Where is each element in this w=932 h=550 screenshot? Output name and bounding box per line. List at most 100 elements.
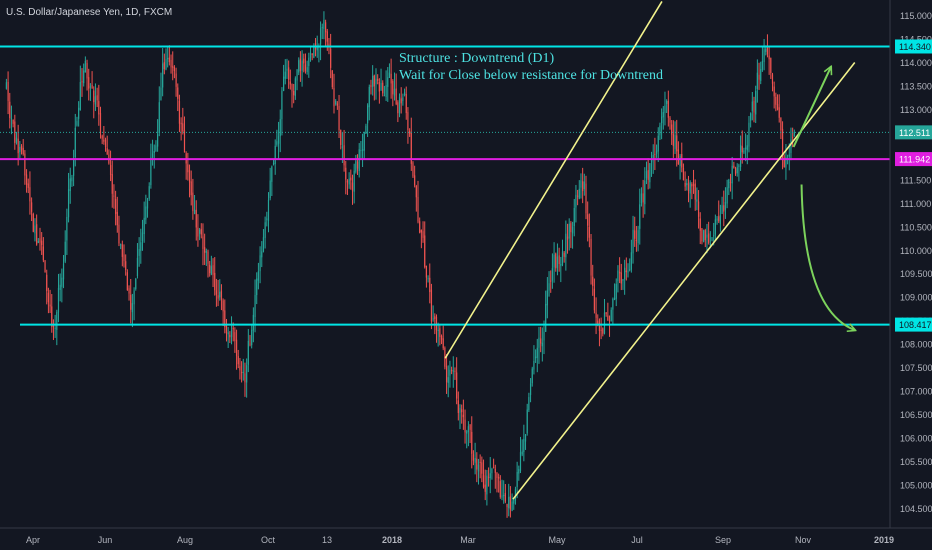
candle-body <box>205 251 207 253</box>
price-label-box <box>895 125 932 140</box>
candle-body <box>696 199 698 202</box>
candle-body <box>242 371 244 373</box>
candle-body <box>508 496 510 509</box>
candle-body <box>415 186 417 198</box>
candle-body <box>671 124 673 135</box>
candle-body <box>29 187 31 202</box>
candle-body <box>109 165 112 176</box>
candle-body <box>524 434 527 442</box>
price-tick-label: 105.000 <box>900 481 932 491</box>
candle-body <box>605 312 607 314</box>
candle-body <box>654 153 656 156</box>
candle-body <box>684 182 686 187</box>
candle-body <box>662 112 664 118</box>
candle-body <box>790 139 792 153</box>
candle-body <box>193 209 196 214</box>
candle-body <box>73 159 75 176</box>
candle-body <box>476 458 478 470</box>
candle-body <box>54 327 56 329</box>
candle-body <box>454 370 456 372</box>
candle-body <box>303 58 305 64</box>
candle-body <box>276 141 278 145</box>
candle-body <box>741 146 743 153</box>
candle-body <box>513 499 515 504</box>
candle-body <box>10 118 13 120</box>
candle-body <box>738 165 740 167</box>
candle-body <box>113 195 115 197</box>
candle-body <box>496 472 498 478</box>
candle-body <box>734 168 737 174</box>
candle-body <box>661 116 663 124</box>
candle-body <box>713 235 715 237</box>
price-tick-label: 115.000 <box>900 11 932 21</box>
candle-body <box>214 272 216 291</box>
price-tick-label: 107.500 <box>900 363 932 373</box>
candle-body <box>739 145 742 167</box>
candle-body <box>649 163 651 183</box>
candle-body <box>691 184 693 187</box>
candle-body <box>326 31 328 42</box>
candle-body <box>597 320 599 325</box>
candle-body <box>289 81 291 85</box>
candle-body <box>17 138 19 154</box>
candle-body <box>160 87 162 100</box>
candle-body <box>133 290 135 305</box>
candle-body <box>697 201 700 217</box>
candle-body <box>553 254 555 268</box>
price-tick-label: 113.500 <box>900 81 932 91</box>
candle-body <box>225 324 228 334</box>
candle-body <box>204 247 206 253</box>
candle-body <box>350 177 352 181</box>
candle-body <box>254 294 256 318</box>
candle-body <box>650 159 653 163</box>
candle-body <box>125 261 127 270</box>
candle-body <box>503 495 505 497</box>
candle-body <box>509 496 512 510</box>
candle-body <box>763 49 765 62</box>
candle-body <box>570 223 572 233</box>
candle-body <box>538 337 540 348</box>
candle-body <box>445 366 448 383</box>
candle-body <box>578 188 580 199</box>
candle-body <box>676 135 678 152</box>
candle-body <box>52 324 55 328</box>
candle-body <box>14 121 16 143</box>
candle-body <box>328 43 330 48</box>
candle-body <box>123 254 125 261</box>
candle-body <box>479 461 481 463</box>
candle-body <box>178 101 181 124</box>
candle-body <box>577 195 579 197</box>
candle-body <box>635 239 638 241</box>
candle-body <box>306 67 308 72</box>
candle-body <box>750 113 752 121</box>
candle-body <box>111 174 113 194</box>
candle-body <box>761 60 764 70</box>
time-tick-label: 13 <box>322 535 332 545</box>
down-arrow <box>800 184 855 331</box>
candle-body <box>375 78 377 85</box>
candle-body <box>336 103 338 106</box>
candle-body <box>440 335 443 340</box>
candle-body <box>39 238 41 243</box>
candle-body <box>617 270 619 282</box>
candle-body <box>153 151 155 154</box>
candle-body <box>259 255 261 272</box>
candle-body <box>526 409 528 434</box>
candle-body <box>331 70 333 88</box>
candle-body <box>472 454 475 461</box>
candle-body <box>83 70 85 84</box>
candle-body <box>677 149 680 165</box>
candle-body <box>5 82 8 89</box>
candle-body <box>728 179 730 189</box>
candle-body <box>308 57 310 66</box>
candle-body <box>442 338 444 349</box>
candle-body <box>607 315 609 321</box>
candle-body <box>56 311 58 330</box>
candle-body <box>172 66 174 68</box>
candle-body <box>491 468 493 474</box>
candle-body <box>452 370 454 372</box>
candle-body <box>158 102 160 134</box>
candle-body <box>345 167 347 180</box>
candle-body <box>620 272 622 284</box>
candle-body <box>247 340 249 365</box>
